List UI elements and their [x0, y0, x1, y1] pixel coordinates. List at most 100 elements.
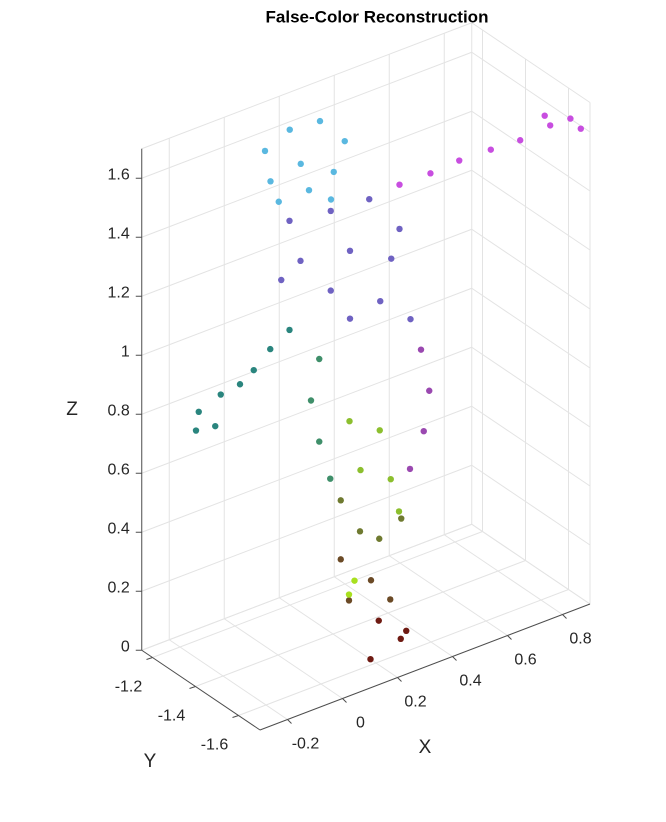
grid-line	[141, 51, 472, 179]
grid-line	[168, 639, 288, 720]
box-edge	[141, 22, 472, 150]
y-tick	[232, 715, 239, 718]
y-tick-label: -1.2	[115, 679, 143, 696]
z-tick-label: 0.2	[108, 579, 130, 596]
grid-line	[471, 405, 591, 487]
point	[307, 397, 315, 404]
point	[345, 591, 353, 598]
x-tick-label: 0.2	[404, 694, 426, 711]
y-axis-line	[141, 649, 261, 731]
grid-line	[141, 169, 472, 297]
z-tick-label: 0.8	[108, 402, 130, 419]
grid-line	[141, 110, 472, 238]
point	[275, 198, 282, 205]
y-tick-label: -1.4	[158, 708, 186, 725]
grid-line	[471, 287, 591, 369]
box-edge	[471, 22, 591, 103]
y-tick-label: -1.6	[201, 737, 229, 754]
x-tick	[507, 635, 512, 640]
point	[396, 225, 403, 233]
point	[286, 326, 293, 334]
point	[406, 465, 414, 473]
point	[388, 255, 395, 262]
x-tick	[397, 677, 402, 682]
y-tick	[146, 657, 153, 660]
point	[316, 438, 323, 445]
x-tick	[452, 656, 457, 661]
grid-line	[141, 405, 472, 533]
point	[426, 387, 433, 394]
point	[395, 508, 403, 515]
point	[236, 381, 244, 388]
point	[577, 125, 584, 132]
point	[305, 187, 313, 194]
grid-line	[333, 576, 453, 657]
x-tick-label: 0.8	[569, 631, 591, 648]
point	[351, 577, 358, 584]
point	[567, 115, 574, 122]
grid-line	[141, 228, 472, 356]
point	[330, 168, 337, 176]
point	[327, 207, 334, 215]
point	[212, 422, 219, 430]
point	[297, 257, 304, 265]
z-tick-label: 0.4	[108, 520, 130, 537]
x-tick	[287, 719, 292, 724]
point	[456, 157, 463, 164]
grid-line	[141, 464, 472, 592]
point	[345, 597, 353, 604]
point	[286, 217, 293, 224]
point	[357, 466, 364, 474]
point	[398, 515, 405, 522]
point	[217, 391, 224, 398]
point	[267, 178, 274, 185]
grid-line	[223, 618, 343, 699]
point	[346, 315, 354, 322]
x-axis-line	[259, 603, 591, 731]
grid-line	[152, 531, 483, 658]
point	[337, 497, 344, 504]
point	[387, 476, 394, 483]
point	[487, 146, 494, 153]
grid-line	[471, 346, 591, 428]
point	[367, 656, 374, 663]
x-tick-label: 0.6	[514, 652, 536, 669]
grid-line	[141, 287, 472, 415]
point	[375, 617, 382, 624]
y-axis-label: Y	[144, 751, 157, 772]
z-axis-label: Z	[66, 399, 78, 420]
x-tick	[342, 698, 347, 703]
grid-line	[471, 523, 591, 605]
point	[195, 408, 202, 415]
z-tick-label: 0.6	[108, 461, 130, 478]
point	[376, 535, 383, 542]
point	[192, 427, 200, 434]
grid-line	[443, 534, 563, 615]
grid-line	[141, 346, 472, 474]
point	[387, 596, 394, 603]
z-tick-label: 1.2	[108, 284, 130, 301]
point	[427, 170, 434, 177]
point	[417, 346, 425, 353]
point	[278, 276, 285, 284]
point	[297, 160, 304, 168]
point	[250, 366, 257, 374]
x-tick-label: -0.2	[292, 736, 320, 753]
grid-line	[195, 560, 526, 687]
point	[327, 475, 334, 482]
grid-line	[278, 597, 398, 678]
point	[337, 556, 344, 563]
z-tick-label: 1	[121, 343, 130, 360]
point	[316, 117, 324, 125]
grid-line	[238, 589, 569, 716]
point	[346, 418, 353, 425]
x-axis-label: X	[419, 737, 432, 758]
point	[327, 287, 334, 294]
point	[356, 528, 364, 535]
point	[346, 247, 354, 254]
z-tick-label: 1.6	[108, 166, 130, 183]
point	[397, 635, 404, 642]
point	[396, 181, 403, 188]
point	[286, 126, 293, 133]
